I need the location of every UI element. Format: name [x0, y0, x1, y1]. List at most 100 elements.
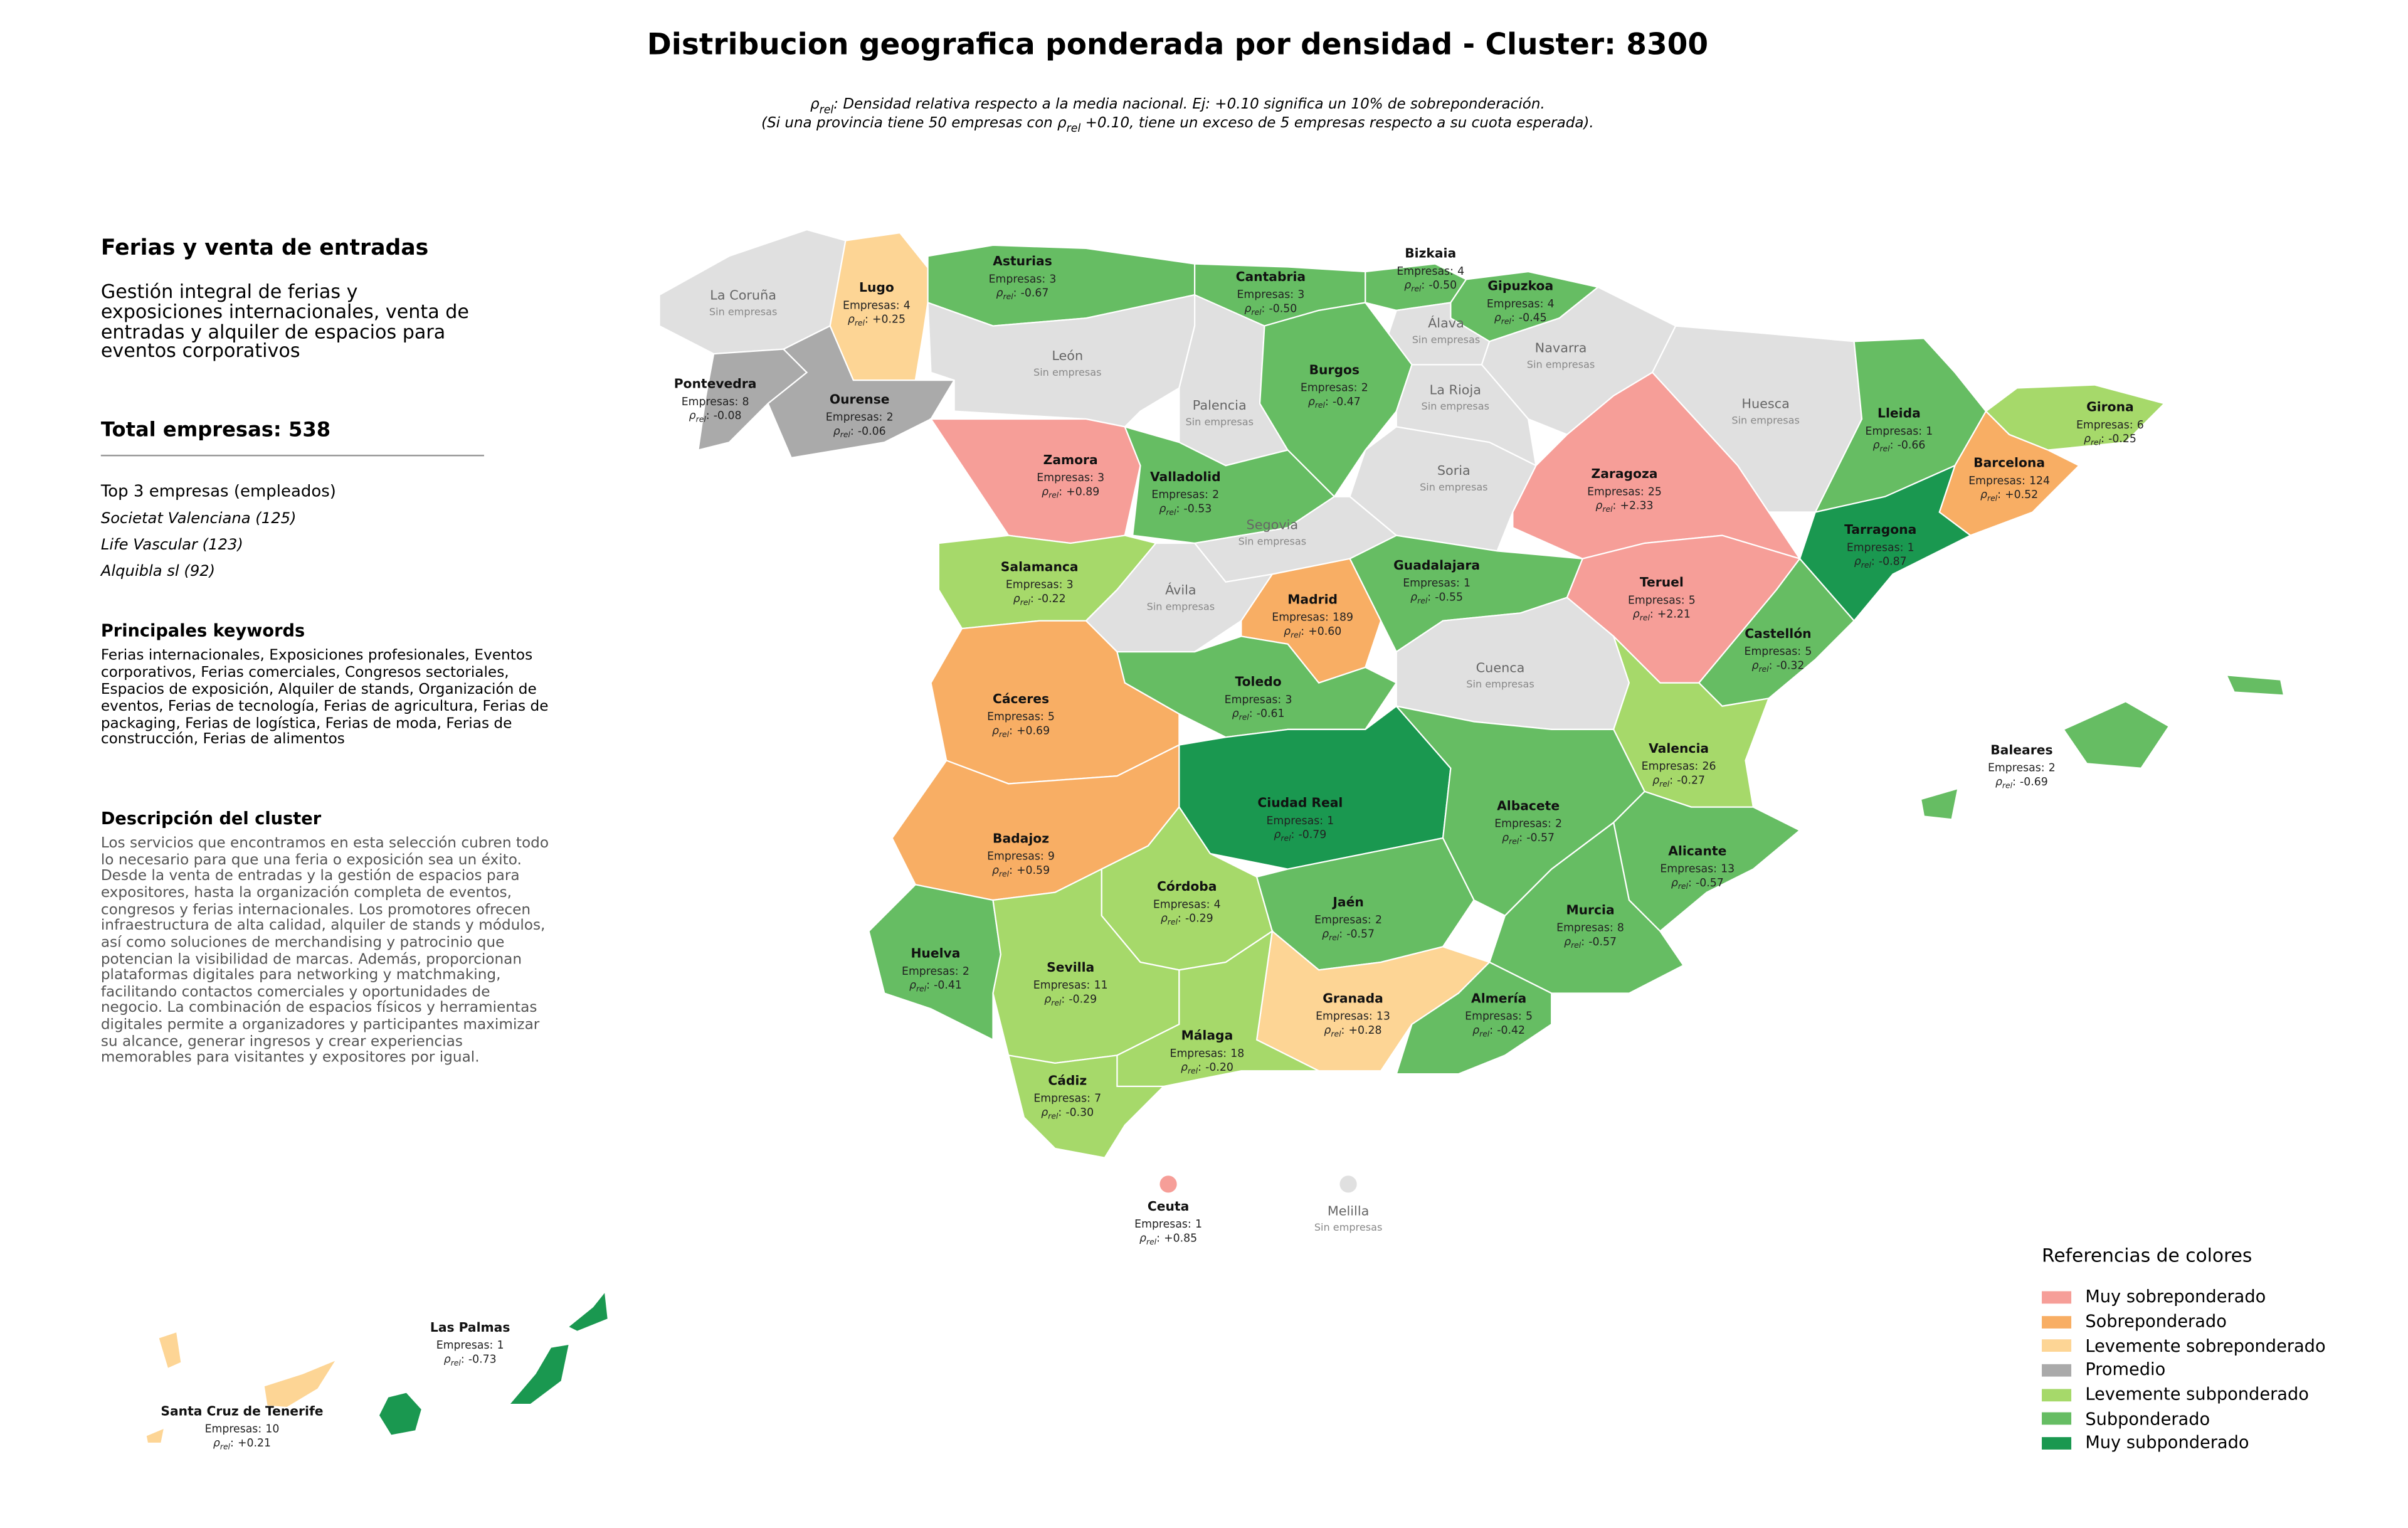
province-count: Empresas: 1 — [1866, 425, 1933, 438]
rho-value: -0.29 — [1069, 993, 1097, 1005]
province-rho: ρrel: +2.33 — [1595, 500, 1653, 514]
count-value: 5 — [1805, 645, 1812, 658]
province-count: Empresas: 189 — [1272, 612, 1353, 624]
province-name: Ciudad Real — [1257, 795, 1343, 810]
rho-sub: rel — [1479, 1029, 1490, 1038]
count-value: 1 — [497, 1339, 504, 1352]
count-label: Empresas: — [2076, 419, 2133, 432]
province-rho: ρrel: -0.08 — [689, 410, 742, 423]
count-value: 2 — [963, 965, 969, 978]
top-heading: Top 3 empresas (empleados) — [100, 483, 336, 502]
subtitle-text: : Densidad relativa respecto a la media … — [833, 96, 1545, 114]
province-count: Empresas: 2 — [826, 411, 894, 424]
rho-value: -0.57 — [1588, 936, 1617, 948]
colon: : — [1176, 502, 1180, 515]
province-shape — [1395, 961, 1553, 1075]
rho: ρ — [810, 96, 820, 114]
province-rho: ρrel: -0.41 — [909, 979, 962, 993]
province-shape — [145, 1426, 166, 1445]
province-name: Palencia — [1193, 398, 1247, 413]
rho-value: -0.45 — [1519, 312, 1547, 324]
province-rho: ρrel: +0.59 — [992, 864, 1050, 878]
subtitle: ρrel: Densidad relativa respecto a la me… — [0, 96, 2355, 116]
top-company: Life Vascular (123) — [100, 537, 243, 554]
count-label: Empresas: — [1266, 815, 1323, 827]
legend-swatch — [2042, 1388, 2072, 1401]
legend-swatch — [2042, 1437, 2072, 1450]
province-shape — [566, 1289, 610, 1333]
province-count: Empresas: 124 — [1968, 475, 2050, 487]
count-value: 13 — [1721, 863, 1735, 876]
rho-sub: rel — [1066, 122, 1081, 135]
province-count: Empresas: 2 — [1151, 489, 1219, 501]
legend-label: Muy subponderado — [2085, 1433, 2249, 1454]
rho-sub: rel — [1879, 444, 1890, 453]
subtitle: (Si una provincia tiene 50 empresas con … — [0, 115, 2355, 135]
province-name: Cantabria — [1236, 269, 1306, 284]
rho-sub: rel — [1331, 1029, 1341, 1038]
count-label: Empresas: — [1153, 898, 1210, 911]
subtitle-text: (Si una provincia tiene 50 empresas con — [761, 115, 1058, 132]
rho: ρ — [1284, 625, 1291, 638]
count-label: Empresas: — [1587, 485, 1644, 498]
colon: : — [1688, 877, 1692, 889]
count-value: 10 — [265, 1423, 279, 1436]
rho-value: -0.57 — [1696, 877, 1724, 889]
rho: ρ — [1404, 279, 1411, 292]
province-name: Bizkaia — [1405, 246, 1456, 261]
province-name: Baleares — [1990, 742, 2052, 757]
colon: : — [1262, 302, 1265, 315]
rho: ρ — [213, 1437, 220, 1450]
province-count: Empresas: 9 — [987, 851, 1055, 863]
province-rho: ρrel: -0.66 — [1872, 439, 1925, 453]
province-shape — [378, 1391, 423, 1436]
count-label: Empresas: — [1487, 298, 1544, 310]
province-rho: ρrel: -0.29 — [1161, 913, 1213, 926]
rho-sub: rel — [1051, 999, 1062, 1007]
province-marker — [1339, 1175, 1357, 1193]
province-rho: ρrel: -0.57 — [1564, 936, 1617, 950]
count-value: 1 — [1327, 815, 1334, 827]
colon: : — [1890, 439, 1894, 452]
top-list: Societat Valenciana (125) Life Vascular (… — [101, 511, 566, 581]
colon: : — [1341, 1024, 1345, 1037]
count-label: Empresas: — [1314, 914, 1371, 926]
province-rho: ρrel: -0.25 — [2084, 433, 2136, 447]
province-name: León — [1052, 348, 1083, 363]
colon: : — [1198, 1061, 1201, 1074]
province-rho: ρrel: -0.32 — [1751, 659, 1804, 673]
cluster-text: Los servicios que encontramos en esta se… — [100, 835, 549, 1067]
colon: : — [1769, 659, 1773, 672]
province-rho: ρrel: -0.47 — [1308, 396, 1361, 410]
count-label: Empresas: — [1642, 760, 1699, 773]
rho: ρ — [833, 425, 840, 438]
title: Distribucion geografica ponderada por de… — [647, 28, 1709, 62]
rho: ρ — [444, 1353, 451, 1366]
count-value: 3 — [1067, 579, 1074, 592]
province-count: Empresas: 1 — [1134, 1218, 1202, 1231]
count-label: Empresas: — [1397, 265, 1454, 278]
province-count: Empresas: 5 — [987, 711, 1055, 723]
province-shape — [157, 1330, 182, 1370]
count-label: Empresas: — [1745, 645, 1802, 658]
rho-sub: rel — [1678, 882, 1689, 891]
side-panel: Ferias y venta de entradas Gestión integ… — [100, 236, 566, 1068]
count-value: 2 — [1375, 914, 1382, 926]
province-count: Empresas: 3 — [1225, 694, 1292, 706]
province-count: Empresas: 25 — [1587, 485, 1662, 498]
colon: : — [1427, 592, 1431, 604]
province-count: Empresas: 5 — [1465, 1011, 1533, 1023]
province-rho: ρrel: +0.25 — [848, 314, 906, 327]
province-name: Castellón — [1745, 626, 1811, 641]
count-value: 4 — [1457, 265, 1464, 278]
rho-value: +2.33 — [1620, 500, 1654, 512]
count-value: 13 — [1376, 1011, 1390, 1023]
rho-value: -0.27 — [1677, 774, 1705, 787]
count-value: 5 — [1526, 1011, 1533, 1023]
province-count: Empresas: 2 — [1494, 818, 1562, 830]
province-count: Empresas: 4 — [1487, 298, 1555, 310]
rho-value: -0.57 — [1526, 832, 1555, 844]
rho-sub: rel — [999, 730, 1010, 739]
legend-label: Muy sobreponderado — [2085, 1287, 2266, 1308]
province-rho: ρrel: -0.61 — [1232, 708, 1285, 721]
